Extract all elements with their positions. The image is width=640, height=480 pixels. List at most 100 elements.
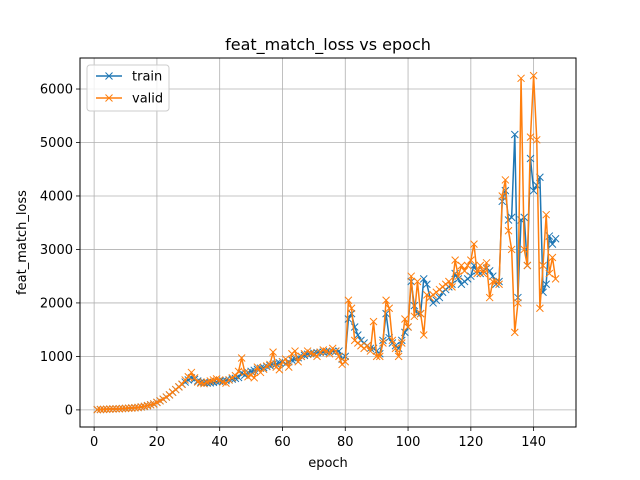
data-point-valid [495, 280, 503, 289]
data-point-valid [466, 256, 475, 265]
data-point-valid [419, 331, 428, 339]
data-point-valid [476, 261, 485, 270]
data-point-valid [140, 402, 149, 411]
data-point-valid [124, 404, 133, 413]
data-point-valid [457, 261, 466, 270]
data-point-valid [520, 245, 529, 254]
data-point-valid [231, 371, 240, 380]
data-point-train [344, 315, 353, 323]
legend-marker-valid [105, 94, 113, 102]
data-point-valid [197, 379, 205, 388]
data-point-valid [341, 357, 350, 366]
y-tick-label: 1000 [40, 350, 73, 365]
data-point-valid [190, 373, 199, 382]
data-point-valid [187, 368, 196, 377]
data-point-valid [451, 256, 459, 265]
data-point-valid [532, 135, 541, 144]
data-point-valid [347, 304, 356, 313]
data-point-valid [539, 261, 547, 270]
data-point-valid [517, 74, 525, 83]
data-point-valid [240, 368, 249, 377]
data-point-valid [363, 341, 372, 350]
y-axis-label: feat_match_loss [15, 190, 30, 295]
data-point-valid [127, 404, 136, 412]
data-point-valid [134, 403, 142, 412]
grid [80, 58, 576, 427]
data-point-valid [413, 277, 422, 286]
data-point-valid [253, 363, 262, 371]
data-point-train [410, 301, 419, 310]
data-point-valid [397, 339, 406, 347]
data-point-valid [344, 296, 353, 305]
data-point-valid [269, 348, 277, 356]
data-point-valid [366, 347, 375, 355]
data-point-valid [507, 245, 516, 254]
data-point-valid [514, 299, 522, 307]
y-tick-label: 4000 [40, 189, 73, 204]
data-point-valid [313, 352, 321, 361]
data-point-train [454, 275, 463, 283]
legend: train valid [86, 64, 170, 112]
data-point-valid [454, 272, 463, 281]
legend-label-train: train [132, 70, 162, 85]
data-point-valid [526, 133, 535, 142]
data-point-valid [448, 283, 456, 291]
data-point-train [510, 130, 519, 139]
y-tick-label: 0 [65, 403, 73, 418]
data-point-valid [460, 266, 469, 275]
x-tick-label: 0 [90, 435, 98, 450]
data-point-valid [143, 401, 152, 410]
data-point-valid [401, 315, 409, 323]
data-point-valid [372, 352, 381, 361]
y-axis: 0 1000 2000 3000 4000 5000 6000 [40, 83, 80, 418]
x-tick-label: 80 [337, 435, 354, 450]
data-point-train [350, 323, 359, 331]
data-point-valid [102, 405, 111, 414]
data-point-valid [479, 269, 488, 278]
data-point-valid [121, 404, 130, 413]
data-point-train [542, 280, 551, 289]
data-point-valid [109, 405, 117, 413]
y-tick-label: 2000 [40, 296, 73, 311]
legend-label-valid: valid [132, 92, 163, 107]
x-axis: 0 20 40 60 80 100 120 140 [90, 427, 546, 450]
x-tick-label: 60 [274, 435, 291, 450]
series-layer [93, 71, 560, 414]
data-point-valid [96, 405, 105, 414]
data-point-valid [93, 405, 102, 414]
data-point-train [423, 280, 431, 289]
x-axis-label: epoch [308, 456, 348, 471]
data-point-valid [375, 352, 384, 361]
data-point-valid [105, 405, 114, 413]
data-point-valid [131, 403, 139, 412]
plot-frame [79, 57, 577, 428]
data-point-valid [275, 365, 284, 374]
data-point-valid [416, 309, 425, 318]
data-point-valid [369, 317, 378, 326]
data-point-valid [284, 363, 293, 371]
x-tick-label: 140 [521, 435, 546, 450]
data-point-valid [504, 226, 513, 235]
data-point-valid [536, 304, 544, 313]
data-point-valid [548, 253, 557, 262]
data-point-valid [407, 272, 416, 281]
data-point-valid [410, 312, 419, 321]
data-point-valid [445, 277, 453, 286]
data-point-valid [473, 269, 481, 278]
data-point-train [551, 234, 560, 243]
data-point-train [435, 293, 444, 302]
data-point-valid [523, 261, 532, 270]
data-point-valid [99, 405, 108, 414]
data-point-valid [542, 210, 551, 219]
data-point-valid [234, 367, 243, 376]
x-tick-label: 100 [396, 435, 421, 450]
legend-marker-train [105, 72, 113, 80]
data-point-valid [391, 344, 400, 353]
data-point-valid [250, 373, 259, 382]
data-point-valid [379, 339, 387, 347]
x-tick-label: 40 [211, 435, 228, 450]
data-point-valid [281, 355, 290, 363]
data-point-train [529, 186, 538, 195]
data-point-valid [266, 360, 274, 369]
